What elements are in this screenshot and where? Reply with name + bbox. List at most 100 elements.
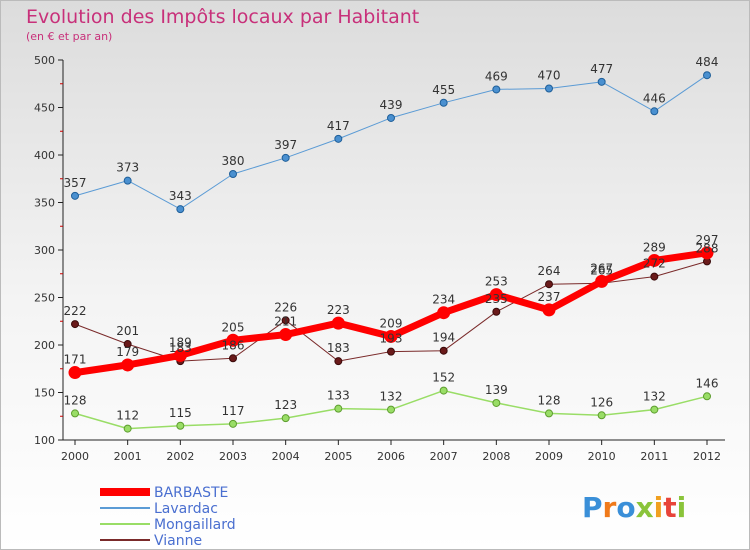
x-tick-label: 2001 [114,450,142,463]
legend-label-barbaste: BARBASTE [154,485,228,501]
data-point-mongaillard [176,421,185,430]
data-label-vianne: 265 [590,263,613,277]
chart-subtitle: (en € et par an) [26,30,112,43]
data-label-vianne: 183 [327,341,350,355]
data-point-lavardac [703,71,711,80]
data-point-mongaillard [439,386,448,395]
data-point-mongaillard [71,409,79,418]
data-label-lavardac: 417 [327,119,350,133]
logo-text: Proxiti [582,491,686,524]
data-point-barbaste [121,358,135,372]
data-point-barbaste [595,274,609,288]
data-point-lavardac [650,107,659,116]
data-label-vianne: 193 [380,332,403,346]
data-point-mongaillard [229,419,237,428]
legend-label-vianne: Vianne [154,533,202,549]
data-label-barbaste: 237 [538,290,561,304]
x-tick-label: 2010 [588,450,616,463]
data-point-lavardac [492,85,501,94]
data-point-mongaillard [703,392,711,401]
data-point-mongaillard [387,405,395,414]
data-point-lavardac [334,134,343,143]
data-label-mongaillard: 132 [380,390,403,404]
data-point-lavardac [176,205,185,214]
data-label-barbaste: 205 [222,320,245,334]
x-tick-label: 2008 [482,450,510,463]
data-label-barbaste: 189 [169,335,192,349]
data-point-lavardac [387,113,395,122]
data-point-lavardac [123,176,132,185]
data-point-barbaste [384,329,398,343]
data-point-mongaillard [281,414,290,423]
data-point-barbaste [542,303,556,317]
y-tick-label: 100 [34,434,55,447]
legend-label-lavardac: Lavardac [154,501,218,517]
x-tick-label: 2002 [166,450,194,463]
data-label-barbaste: 297 [696,233,719,247]
data-label-vianne: 201 [116,324,139,338]
data-point-lavardac [281,153,290,162]
data-point-vianne [334,357,343,366]
x-tick-label: 2004 [272,450,300,463]
data-point-barbaste [489,288,503,302]
data-label-mongaillard: 112 [116,409,139,423]
data-point-vianne [439,346,448,355]
data-label-barbaste: 171 [64,353,87,367]
data-label-lavardac: 343 [169,189,192,203]
data-label-vianne: 288 [696,241,719,255]
x-tick-label: 2009 [535,450,563,463]
data-label-mongaillard: 139 [485,383,508,397]
data-point-barbaste [700,246,714,260]
data-label-mongaillard: 132 [643,390,666,404]
data-label-barbaste: 289 [643,240,666,254]
data-point-vianne [387,347,395,356]
data-point-barbaste [226,333,240,347]
data-point-vianne [229,354,237,363]
data-label-vianne: 272 [643,257,666,271]
data-label-barbaste: 234 [432,293,455,307]
data-point-mongaillard [334,404,343,413]
data-point-mongaillard [545,409,553,418]
x-tick-label: 2000 [61,450,89,463]
data-label-lavardac: 439 [380,98,403,112]
data-point-lavardac [439,98,448,107]
data-point-vianne [71,320,79,329]
data-point-vianne [492,307,501,316]
x-tick-label: 2006 [377,450,405,463]
y-tick-label: 350 [34,197,55,210]
x-tick-label: 2011 [640,450,668,463]
data-point-barbaste [331,316,345,330]
data-point-lavardac [71,191,79,200]
y-tick-label: 500 [34,54,55,67]
data-point-lavardac [597,77,606,86]
series-points [68,71,714,433]
x-tick-label: 2003 [219,450,247,463]
data-label-lavardac: 455 [432,83,455,97]
data-label-mongaillard: 133 [327,389,350,403]
data-label-barbaste: 223 [327,303,350,317]
data-point-lavardac [545,84,553,93]
data-point-vianne [281,316,290,325]
data-label-lavardac: 373 [116,161,139,175]
x-tick-label: 2012 [693,450,721,463]
y-tick-label: 450 [34,102,55,115]
data-label-barbaste: 211 [274,315,297,329]
data-point-mongaillard [650,405,659,414]
x-tick-label: 2005 [324,450,352,463]
data-label-lavardac: 469 [485,69,508,83]
data-point-barbaste [173,348,187,362]
data-label-vianne: 183 [169,341,192,355]
y-tick-label: 250 [34,292,55,305]
y-tick-label: 300 [34,244,55,257]
data-label-lavardac: 357 [64,176,87,190]
data-label-mongaillard: 115 [169,406,192,420]
data-label-vianne: 226 [274,300,297,314]
data-point-mongaillard [597,411,606,420]
data-label-mongaillard: 128 [538,393,561,407]
data-label-barbaste: 179 [116,345,139,359]
chart-title: Evolution des Impôts locaux par Habitant [26,6,419,28]
x-tick-label: 2007 [430,450,458,463]
